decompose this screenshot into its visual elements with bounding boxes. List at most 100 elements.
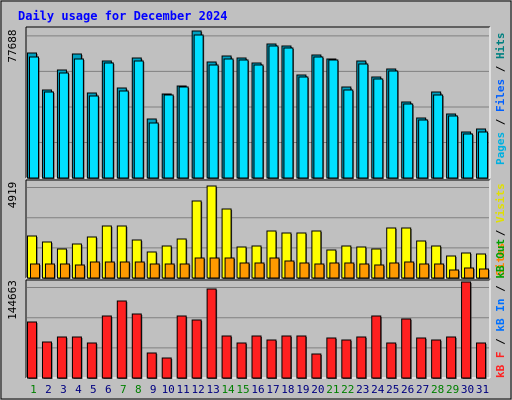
sites-bar bbox=[434, 263, 445, 279]
files-bar bbox=[418, 119, 429, 179]
kbytes-bar bbox=[86, 342, 97, 379]
sites-bar bbox=[44, 263, 55, 279]
sites-bar bbox=[359, 263, 370, 279]
x-tick-label: 21 bbox=[326, 383, 339, 396]
sites-bar bbox=[449, 269, 460, 279]
kbytes-bar bbox=[386, 342, 397, 379]
x-tick-label: 1 bbox=[30, 383, 37, 396]
kbytes-panel-legend: kB F / kB In / kB Out bbox=[494, 239, 507, 378]
kbytes-bar bbox=[341, 339, 352, 379]
x-tick-label: 16 bbox=[251, 383, 264, 396]
kbytes-bar bbox=[371, 315, 382, 379]
visits-panel-legend-visits: Visits bbox=[494, 183, 507, 223]
visits-panel-legend: Sites / Visits bbox=[494, 183, 507, 276]
sites-bar bbox=[389, 262, 400, 279]
sites-bar bbox=[464, 267, 475, 279]
x-tick-label: 8 bbox=[135, 383, 142, 396]
kbytes-panel-legend-separator: / bbox=[494, 332, 507, 352]
files-bar bbox=[73, 58, 84, 179]
sites-bar bbox=[404, 261, 415, 279]
kbytes-bar bbox=[116, 300, 127, 379]
kbytes-bar bbox=[416, 337, 427, 379]
kbytes-bar bbox=[281, 335, 292, 379]
kbytes-bar bbox=[251, 335, 262, 379]
kbytes-bar bbox=[56, 336, 67, 379]
hits-panel-legend-separator: / bbox=[494, 59, 507, 79]
x-tick-label: 28 bbox=[431, 383, 444, 396]
kbytes-bar bbox=[206, 288, 217, 379]
sites-bar bbox=[194, 257, 205, 279]
files-bar bbox=[268, 45, 279, 179]
files-bar bbox=[328, 59, 339, 179]
x-tick-label: 24 bbox=[371, 383, 385, 396]
visits-panel-ymax-label: 4919 bbox=[6, 182, 19, 209]
x-tick-label: 29 bbox=[446, 383, 459, 396]
kbytes-bar bbox=[401, 318, 412, 379]
files-bar bbox=[448, 115, 459, 179]
kbytes-bar bbox=[131, 313, 142, 379]
kbytes-bar bbox=[311, 353, 322, 379]
files-bar bbox=[238, 59, 249, 179]
sites-bar bbox=[224, 257, 235, 279]
kbytes-bar bbox=[476, 342, 487, 379]
hits-panel-legend-separator: / bbox=[494, 112, 507, 132]
files-bar bbox=[283, 47, 294, 179]
kbytes-bar bbox=[296, 335, 307, 379]
sites-bar bbox=[104, 261, 115, 279]
kbytes-bar bbox=[41, 341, 52, 379]
files-bar bbox=[208, 64, 219, 179]
files-bar bbox=[148, 122, 159, 179]
kbytes-bar bbox=[236, 342, 247, 379]
files-bar bbox=[88, 95, 99, 179]
kbytes-bar bbox=[446, 336, 457, 379]
files-bar bbox=[163, 94, 174, 179]
x-tick-label: 2 bbox=[45, 383, 52, 396]
x-tick-label: 23 bbox=[356, 383, 369, 396]
kbytes-bar bbox=[146, 352, 157, 379]
kbytes-bar bbox=[101, 315, 112, 379]
files-bar bbox=[358, 63, 369, 179]
sites-bar bbox=[59, 263, 70, 279]
x-tick-label: 18 bbox=[281, 383, 294, 396]
sites-bar bbox=[284, 260, 295, 279]
kbytes-panel-legend-kb-in: kB In bbox=[494, 299, 507, 332]
hits-panel-ymax-label: 77688 bbox=[6, 29, 19, 62]
files-bar bbox=[178, 86, 189, 179]
sites-bar bbox=[239, 262, 250, 279]
x-tick-label: 26 bbox=[401, 383, 414, 396]
x-tick-label: 15 bbox=[236, 383, 249, 396]
sites-bar bbox=[374, 264, 385, 279]
sites-bar bbox=[134, 261, 145, 279]
sites-bar bbox=[479, 268, 490, 279]
x-tick-label: 4 bbox=[75, 383, 82, 396]
files-bar bbox=[103, 62, 114, 179]
kbytes-panel-ymax-label: 144663 bbox=[6, 280, 19, 320]
kbytes-bar bbox=[326, 337, 337, 379]
x-tick-label: 6 bbox=[105, 383, 112, 396]
files-bar bbox=[29, 56, 39, 179]
sites-bar bbox=[209, 257, 220, 279]
hits-panel-legend-files: Files bbox=[494, 79, 507, 112]
kbytes-bar bbox=[161, 357, 172, 379]
x-tick-label: 22 bbox=[341, 383, 354, 396]
kbytes-panel-legend-separator: / bbox=[494, 279, 507, 299]
visits-panel-legend-separator: / bbox=[494, 223, 507, 243]
kbytes-bar bbox=[176, 315, 187, 379]
x-tick-label: 14 bbox=[221, 383, 235, 396]
kbytes-bar bbox=[221, 335, 232, 379]
files-bar bbox=[193, 34, 204, 179]
kbytes-panel-legend-kb-f: kB F bbox=[494, 352, 507, 379]
files-bar bbox=[223, 58, 234, 179]
sites-bar bbox=[299, 262, 310, 279]
files-bar bbox=[373, 78, 384, 179]
files-bar bbox=[478, 131, 489, 179]
kbytes-panel-legend-kb-out: kB Out bbox=[494, 239, 507, 279]
x-tick-label: 7 bbox=[120, 383, 127, 396]
x-tick-label: 31 bbox=[476, 383, 489, 396]
x-tick-label: 30 bbox=[461, 383, 474, 396]
files-bar bbox=[58, 72, 69, 179]
kbytes-bar bbox=[27, 321, 37, 379]
sites-bar bbox=[314, 263, 325, 279]
